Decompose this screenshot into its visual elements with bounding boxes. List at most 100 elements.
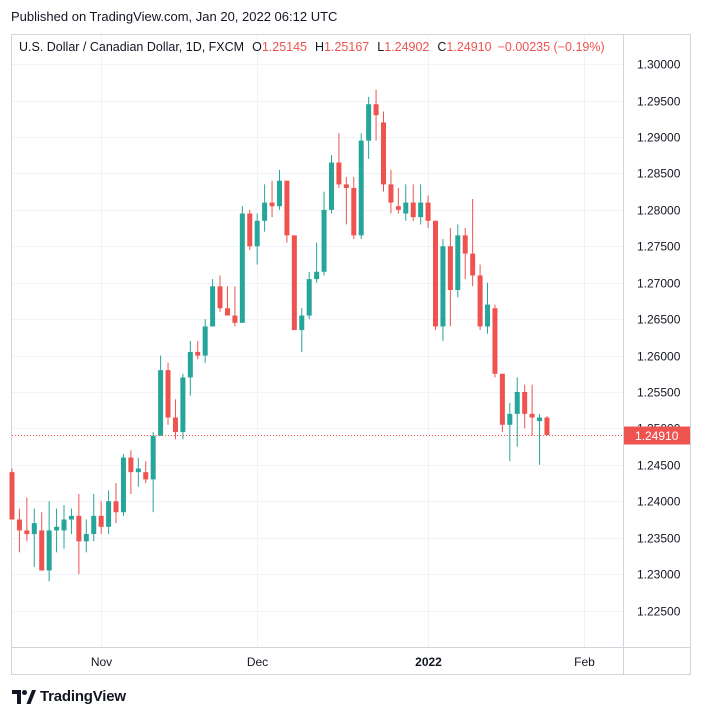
candle [165, 362, 171, 425]
candle [373, 89, 379, 141]
chart-frame [11, 34, 691, 675]
candle [447, 228, 453, 327]
y-tick-label: 1.27000 [637, 277, 681, 291]
candle [403, 184, 409, 221]
last-price-marker: 1.24910 [12, 426, 690, 445]
candle [172, 399, 178, 440]
candle [381, 111, 386, 192]
candle [24, 497, 30, 542]
low-label: L [377, 40, 385, 54]
candle-body [328, 162, 334, 210]
candle-body [113, 501, 119, 513]
candle-body [158, 370, 164, 436]
y-tick-label: 1.28000 [637, 204, 681, 218]
candle-body [477, 275, 483, 327]
candle-body [291, 235, 297, 331]
candle [232, 286, 238, 327]
candle-body [425, 202, 431, 221]
candle [247, 209, 253, 250]
candle-body [46, 530, 52, 571]
candle-body [54, 526, 60, 531]
candle-body [410, 202, 416, 218]
candle-body [440, 246, 446, 327]
candle [514, 377, 520, 447]
candle-body [83, 534, 89, 542]
candle [522, 384, 528, 429]
candle [395, 188, 401, 214]
candle [195, 341, 201, 360]
candle-body [106, 501, 112, 527]
candle-body [202, 326, 208, 356]
candle-body [284, 180, 290, 236]
candle-body [537, 417, 543, 422]
candle-body [507, 413, 513, 425]
candle-body [321, 209, 327, 272]
candle [158, 355, 164, 436]
candle [239, 206, 245, 323]
chart-grid [12, 35, 690, 675]
candle [135, 457, 141, 487]
candle-body [336, 162, 342, 185]
brand-name: TradingView [40, 688, 126, 705]
candle-body [195, 351, 201, 356]
symbol-title: U.S. Dollar / Canadian Dollar, 1D, FXCM [19, 40, 245, 54]
candle-body [91, 515, 97, 535]
candle [187, 341, 193, 396]
candle-body [135, 468, 141, 473]
candle [113, 483, 119, 524]
candle-body [150, 435, 156, 480]
candle [492, 304, 498, 378]
candle [16, 508, 22, 553]
x-tick-label: Nov [91, 655, 112, 669]
candle-body [187, 351, 193, 378]
candle [462, 228, 468, 280]
candle [291, 235, 297, 331]
candle-body [358, 140, 364, 236]
candle-body [224, 308, 230, 316]
candle [46, 501, 52, 582]
chart-legend: U.S. Dollar / Canadian Dollar, 1D, FXCM O… [19, 40, 605, 54]
candle [31, 508, 37, 567]
candle-body [247, 213, 253, 247]
candle [254, 213, 260, 265]
candle [499, 373, 505, 433]
candle-body [76, 515, 82, 542]
y-tick-label: 1.24000 [637, 495, 681, 509]
candle-body [128, 457, 134, 473]
candle-body [418, 202, 424, 218]
candle [269, 180, 275, 218]
candle [485, 282, 491, 334]
candle-body [455, 235, 461, 290]
candle [544, 416, 550, 436]
tradingview-brand[interactable]: TradingView [12, 688, 126, 705]
candle-body [381, 122, 386, 185]
candle [529, 384, 535, 436]
candle-body [180, 377, 186, 433]
candle-body [306, 279, 312, 316]
candle-body [165, 370, 171, 418]
candle [202, 319, 208, 363]
candle-body [314, 271, 320, 280]
candle [388, 169, 394, 214]
candle [537, 413, 543, 465]
candle [83, 519, 89, 553]
x-tick-label: Feb [574, 655, 595, 669]
candle-body [499, 373, 505, 425]
candle-body [232, 315, 238, 323]
candle [9, 468, 15, 520]
candle-body [544, 417, 550, 435]
candle-body [31, 523, 37, 535]
candle [477, 264, 483, 331]
candle [224, 286, 230, 316]
candle-body [262, 202, 268, 221]
candle [68, 508, 74, 535]
candle-body [514, 392, 520, 414]
candle [299, 308, 305, 352]
x-tick-label: Dec [247, 655, 268, 669]
y-tick-label: 1.30000 [637, 58, 681, 72]
candle [343, 177, 349, 225]
candle [455, 224, 461, 298]
candle [328, 155, 334, 214]
candle [143, 461, 149, 484]
